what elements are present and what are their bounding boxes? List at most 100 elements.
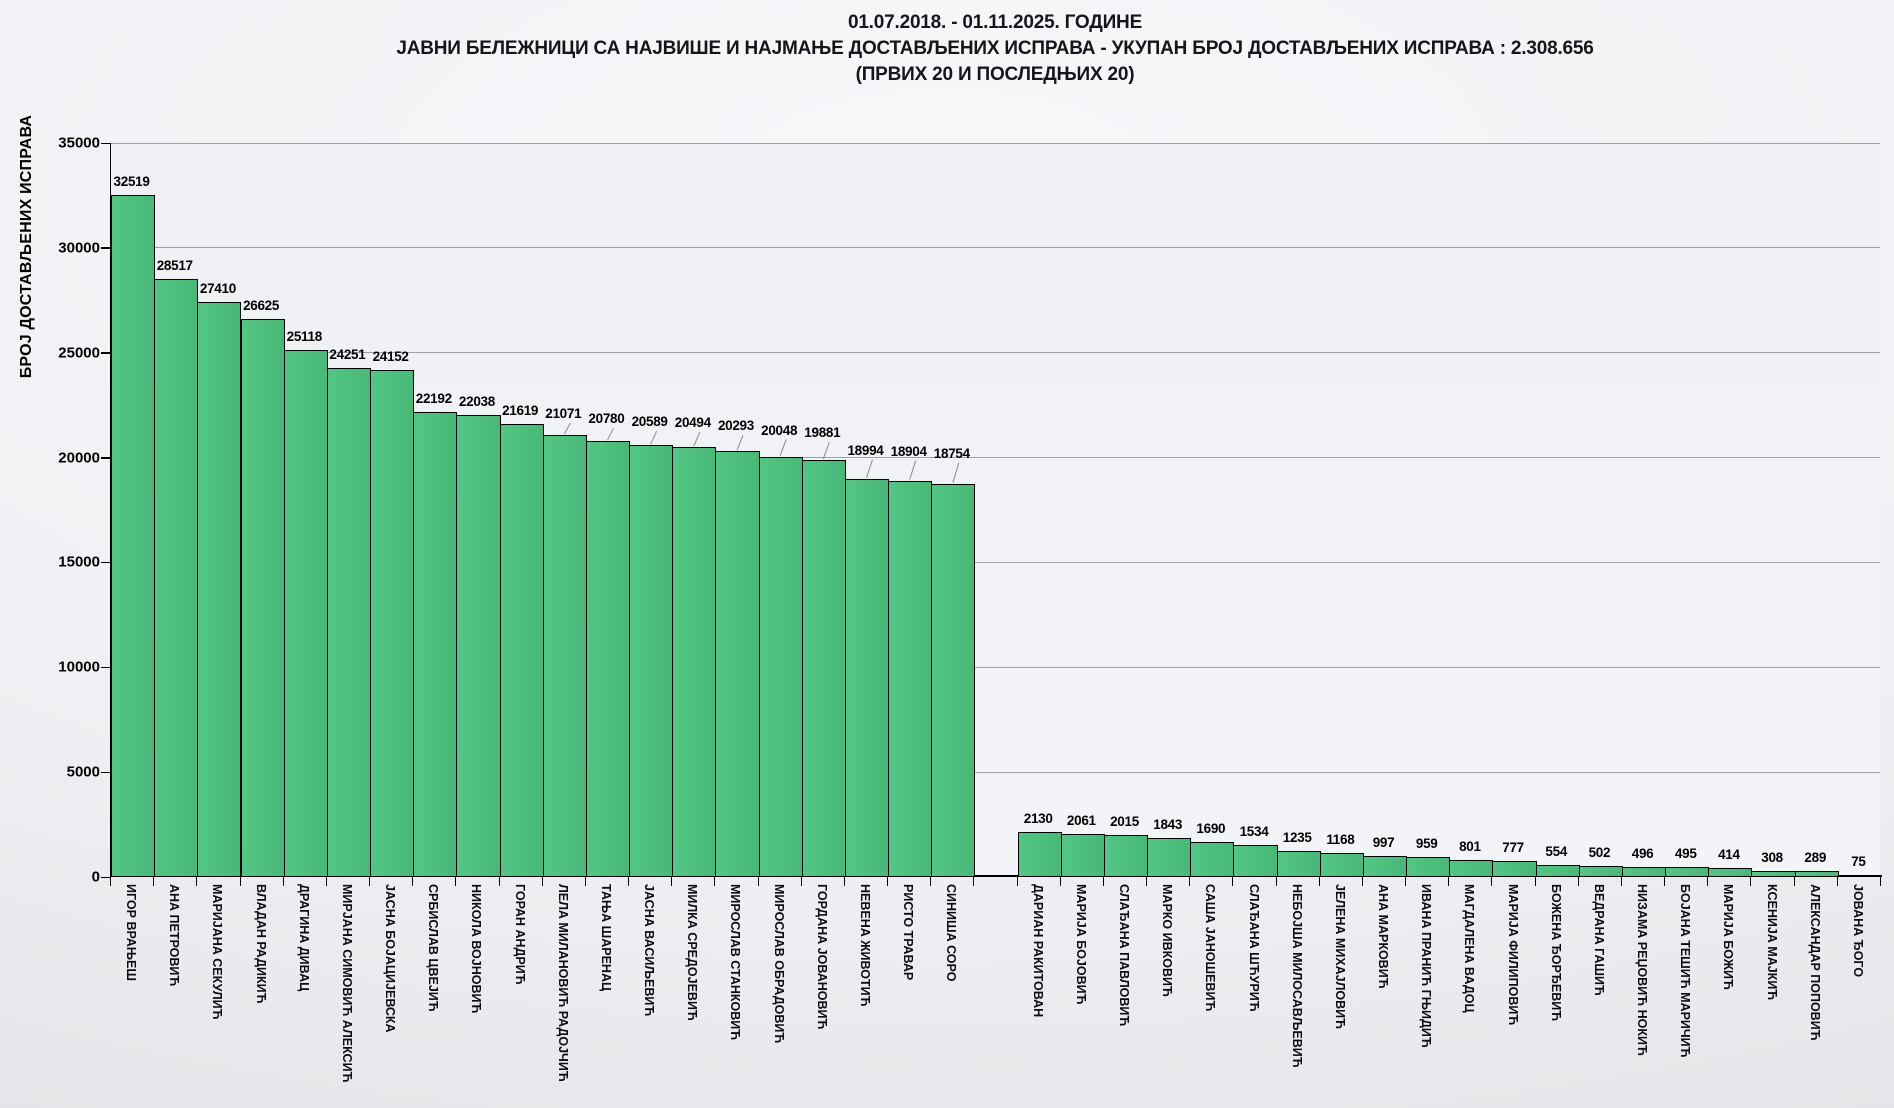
bar-ЈАСНА ВАСИЉЕВИЋ[interactable] (629, 445, 674, 877)
bar-value-label: 1168 (1326, 831, 1355, 847)
bar-value-label: 2015 (1110, 813, 1139, 829)
category-label: МАГДАЛЕНА ВАДОЦ (1462, 884, 1477, 1013)
x-tick-mark (282, 877, 284, 886)
bar-value-label: 27410 (199, 281, 236, 297)
chart-title-period: 01.07.2018. - 01.11.2025. ГОДИНЕ (847, 12, 1143, 33)
bar-СЛАЂАНА ПАВЛОВИЋ[interactable] (1103, 834, 1149, 877)
category-label: РИСТО ТРАВАР (901, 884, 916, 981)
category-label: ИГОР ВРАЊЕШ (124, 884, 139, 981)
bar-СИНИША СОРО[interactable] (931, 483, 976, 877)
bar-value-label: 2061 (1066, 812, 1096, 828)
x-tick-mark (671, 877, 673, 886)
bar-КСЕНИЈА МАЈКИЋ[interactable] (1751, 870, 1796, 877)
bar-ГОРДАНА ЈОВАНОВИЋ[interactable] (801, 460, 846, 877)
x-tick-mark (973, 877, 975, 886)
bar-НИЗАМА РЕЏОВИЋ НОКИЋ[interactable] (1621, 866, 1667, 877)
bar-ДАРИАН РАКИТОВАН[interactable] (1017, 832, 1062, 877)
bar-ЈАСНА БОЈАЦИЈЕВСКА[interactable] (370, 370, 415, 877)
bar-МАРИЈАНА СЕКУЛИЋ[interactable] (197, 302, 242, 877)
category-label: СИНИША СОРО (944, 884, 959, 982)
y-tick-label-10000: 10000 (58, 658, 100, 676)
x-tick-mark (1793, 877, 1795, 886)
x-tick-mark (541, 877, 543, 886)
bar-ТАЊА ШАРЕНАЦ[interactable] (585, 441, 631, 877)
chart-title-subtitle: (ПРВИХ 20 И ПОСЛЕДЊИХ 20) (855, 64, 1135, 85)
x-tick-mark (196, 877, 198, 886)
bar-value-label: 495 (1674, 845, 1697, 861)
bar-БОЖЕНА ЂОРЂЕВИЋ[interactable] (1535, 865, 1580, 877)
category-label: СЛАЂАНА ПАВЛОВИЋ (1117, 884, 1131, 1027)
bar-ДРАГИНА ДИВАЦ[interactable] (283, 350, 328, 877)
bar-value-label: 1690 (1196, 820, 1226, 836)
bar-ИГОР ВРАЊЕШ[interactable] (111, 195, 156, 877)
category-label: МИРОСЛАВ СТАНКОВИЋ (728, 884, 743, 1041)
bar-НИКОЛА ВОЈНОВИЋ[interactable] (456, 414, 501, 877)
bar-ЈЕЛЕНА МИХАЈЛОВИЋ[interactable] (1319, 852, 1364, 877)
bar-САША ЈАНОШЕВИЋ[interactable] (1190, 841, 1235, 877)
bar-value-label: 26625 (243, 297, 280, 313)
x-tick-mark (1232, 877, 1234, 886)
bar-МАРИЈА БОЖИЋ[interactable] (1708, 868, 1753, 877)
bar-АЛЕКСАНДАР ПОПОВИЋ[interactable] (1794, 870, 1839, 877)
x-tick-mark (800, 877, 802, 886)
category-label: МАРИЈА БОЈОВИЋ (1073, 884, 1088, 1005)
category-label: НЕВЕНА ЖИВОТИЋ (857, 884, 872, 1007)
category-label: ИВАНА ПРАНИЋ ГЊИДИЋ (1419, 884, 1434, 1048)
bar-ЛЕЛА МИЛАНОВИЋ РАДОЈЧИЋ[interactable] (542, 435, 587, 877)
bar-РИСТО ТРАВАР[interactable] (888, 480, 933, 877)
bar-value-label: 502 (1588, 845, 1611, 861)
category-label: ТАЊА ШАРЕНАЦ (598, 884, 613, 992)
x-tick-mark (498, 877, 500, 886)
bar-ГОРАН АНДРИЋ[interactable] (499, 423, 544, 877)
x-tick-mark (584, 877, 586, 886)
bar-МАРИЈА ФИЛИПОВИЋ[interactable] (1492, 860, 1537, 877)
x-tick-mark (1836, 877, 1838, 886)
bar-АНА ПЕТРОВИЋ[interactable] (154, 278, 199, 877)
bar-МИРЈАНА СИМОВИЋ АЛЕКСИЋ[interactable] (326, 368, 371, 877)
x-tick-mark (1750, 877, 1752, 886)
category-label: МИРОСЛАВ ОБРАДОВИЋ (771, 884, 786, 1044)
x-tick-mark (714, 877, 716, 886)
bar-ВЛАДАН РАДИКИЋ[interactable] (240, 318, 285, 877)
x-tick-mark (455, 877, 457, 886)
category-label: МИРЈАНА СИМОВИЋ АЛЕКСИЋ (339, 884, 354, 1083)
x-tick-mark (1534, 877, 1536, 886)
bar-value-label: 20589 (631, 414, 668, 430)
x-tick-mark (1405, 877, 1407, 886)
x-tick-mark (1620, 877, 1622, 886)
bar-АНА МАРКОВИЋ[interactable] (1362, 856, 1408, 877)
category-label: НЕБОЈША МИЛОСАВЉЕВИЋ (1289, 884, 1304, 1068)
bar-МИРОСЛАВ ОБРАДОВИЋ[interactable] (758, 456, 803, 877)
category-label: МИЛКА СРЕДОЈЕВИЋ (685, 884, 700, 1021)
x-tick-mark (1189, 877, 1191, 886)
bar-МИЛКА СРЕДОЈЕВИЋ[interactable] (672, 447, 717, 877)
category-label: СРБИСЛАВ ЦВЕЈИЋ (426, 884, 441, 1012)
bar-value-label: 20780 (588, 411, 625, 427)
x-tick-mark (843, 877, 845, 886)
bar-НЕБОЈША МИЛОСАВЉЕВИЋ[interactable] (1276, 851, 1321, 877)
bar-МАГДАЛЕНА ВАДОЦ[interactable] (1449, 860, 1494, 877)
bar-ВЕДРАНА ГАШИЋ[interactable] (1578, 866, 1623, 877)
bar-НЕВЕНА ЖИВОТИЋ[interactable] (844, 478, 890, 877)
plot-area (110, 142, 1882, 878)
bar-БОЈАНА ТЕШИЋ МАРИЧИЋ[interactable] (1665, 866, 1710, 877)
bar-value-label: 1843 (1153, 817, 1183, 833)
bar-СРБИСЛАВ ЦВЕЈИЋ[interactable] (413, 411, 458, 877)
bar-МАРКО ИВКОВИЋ[interactable] (1147, 838, 1192, 877)
x-tick-mark (1491, 877, 1493, 886)
y-tick-label-35000: 35000 (58, 134, 100, 152)
category-label: САША ЈАНОШЕВИЋ (1203, 884, 1218, 1012)
category-label: МАРИЈА БОЖИЋ (1721, 884, 1736, 990)
bar-ИВАНА ПРАНИЋ ГЊИДИЋ[interactable] (1406, 856, 1451, 877)
bar-value-label: 20494 (674, 415, 711, 431)
bar-value-label: 554 (1545, 844, 1568, 860)
bar-value-label: 1534 (1239, 823, 1269, 839)
bar-МАРИЈА БОЈОВИЋ[interactable] (1060, 833, 1105, 877)
bar-ЈОВАНА ЂОГО[interactable] (1837, 875, 1882, 878)
bar-СЛАЂАНА ШЋУРИЋ[interactable] (1233, 844, 1278, 877)
x-tick-mark (1707, 877, 1709, 886)
category-label: БОЖЕНА ЂОРЂЕВИЋ (1548, 884, 1563, 1022)
bar-МИРОСЛАВ СТАНКОВИЋ[interactable] (715, 451, 760, 877)
category-label: АНА МАРКОВИЋ (1376, 884, 1391, 989)
